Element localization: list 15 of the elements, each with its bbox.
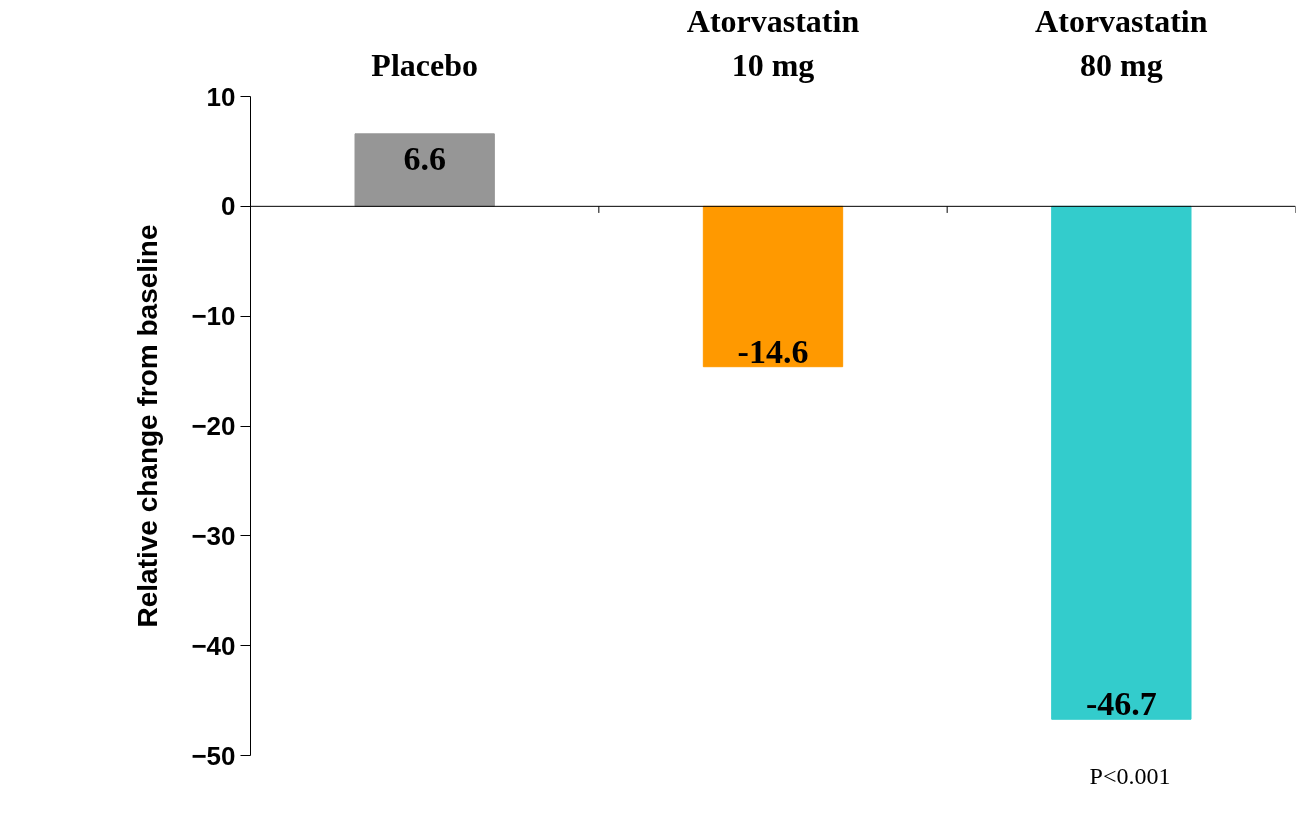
y-tick-label: −40 bbox=[191, 630, 236, 661]
data-label: -14.6 bbox=[737, 332, 809, 370]
y-tick-label: −20 bbox=[191, 411, 236, 441]
data-label: 6.6 bbox=[403, 139, 446, 177]
y-tick-label: 0 bbox=[221, 191, 236, 222]
y-tick-label: −50 bbox=[191, 740, 236, 771]
x-tick-label: Atorvastatin 80 mg bbox=[1035, 3, 1208, 83]
y-tick-label: −10 bbox=[191, 301, 236, 332]
y-tick-label: −30 bbox=[191, 520, 236, 551]
data-label: -46.7 bbox=[1085, 685, 1157, 723]
x-tick-label: Placebo bbox=[371, 46, 478, 83]
x-tick-label: Atorvastatin 10 mg bbox=[686, 3, 860, 83]
text: P<0.001 bbox=[1089, 762, 1171, 789]
y-axis-title: Relative change from baseline bbox=[132, 224, 164, 628]
y-tick-label: 10 bbox=[206, 81, 236, 112]
